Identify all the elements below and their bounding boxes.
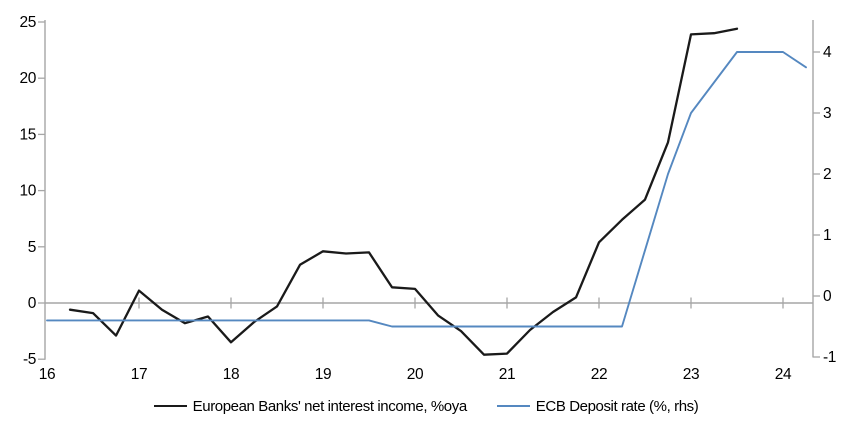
x-axis-year-label: 24 bbox=[775, 366, 792, 383]
left-axis-tick-label: 5 bbox=[28, 239, 36, 256]
left-axis-tick-label: 15 bbox=[20, 126, 36, 143]
x-axis-year-label: 21 bbox=[499, 366, 515, 383]
x-axis-year-label: 19 bbox=[315, 366, 331, 383]
net-interest-income-line bbox=[68, 27, 739, 356]
right-axis-tick-label: 0 bbox=[823, 288, 832, 305]
x-axis-year-label: 17 bbox=[131, 366, 147, 383]
left-axis-tick-label: -5 bbox=[23, 351, 36, 368]
ecb-rate-line-swatch bbox=[496, 405, 530, 407]
left-axis-tick-label: 20 bbox=[20, 70, 37, 87]
x-axis-year-label: 18 bbox=[223, 366, 239, 383]
left-axis-tick-label: 10 bbox=[20, 183, 37, 200]
x-axis-year-label: 23 bbox=[683, 366, 699, 383]
x-axis-year-label: 22 bbox=[591, 366, 607, 383]
ecb-deposit-rate-line bbox=[46, 51, 807, 328]
left-axis-tick-label: 25 bbox=[20, 14, 36, 31]
nii-line-swatch bbox=[153, 405, 187, 407]
right-axis-tick-label: 4 bbox=[823, 44, 832, 61]
legend-label-net-interest-income: European Banks' net interest income, %oy… bbox=[192, 397, 468, 415]
legend-entry-net-interest-income: European Banks' net interest income, %oy… bbox=[153, 397, 468, 415]
right-axis-tick-label: 3 bbox=[823, 105, 831, 122]
right-axis-tick-label: 2 bbox=[823, 166, 831, 183]
right-axis-tick-label: 1 bbox=[823, 227, 831, 244]
legend-entry-ecb-deposit-rate: ECB Deposit rate (%, rhs) bbox=[496, 397, 699, 415]
right-axis-tick-label: -1 bbox=[823, 349, 836, 366]
chart-legend: European Banks' net interest income, %oy… bbox=[0, 394, 852, 418]
left-axis-tick-label: 0 bbox=[28, 295, 37, 312]
x-axis-year-label: 20 bbox=[407, 366, 424, 383]
x-axis-year-label: 16 bbox=[39, 366, 55, 383]
legend-label-ecb-deposit-rate: ECB Deposit rate (%, rhs) bbox=[535, 397, 699, 415]
